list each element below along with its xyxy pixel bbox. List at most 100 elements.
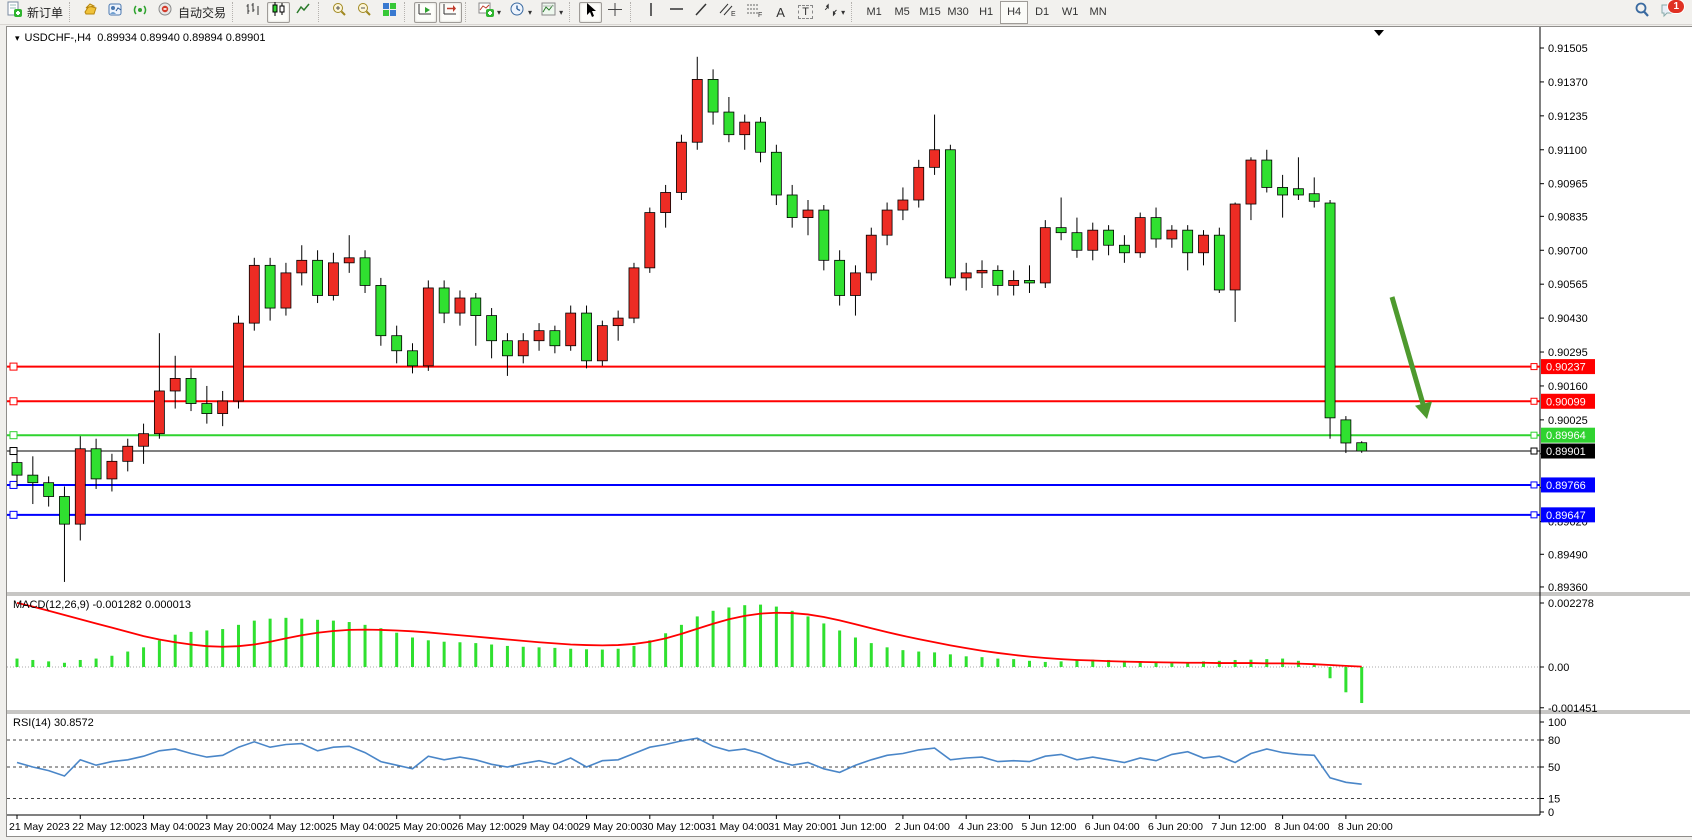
text-tool-button[interactable]: A <box>769 2 792 23</box>
candle-body <box>1087 229 1099 251</box>
price-tick-label: 0.91370 <box>1548 77 1588 89</box>
zoom-in-button[interactable] <box>328 2 351 23</box>
arrows-tool-button[interactable]: ▾ <box>819 2 848 23</box>
macd-histogram-bar <box>1138 661 1142 667</box>
fibonacci-button[interactable]: F <box>742 2 767 23</box>
candle-body <box>1008 280 1020 286</box>
trendline-button[interactable] <box>690 2 713 23</box>
timeframe-button-m15[interactable]: M15 <box>919 6 941 18</box>
chart-shift-button[interactable] <box>439 1 463 23</box>
time-tick-label: 31 May 20:00 <box>768 821 832 833</box>
macd-histogram-bar <box>980 657 984 667</box>
candle-body <box>1277 187 1288 196</box>
candle-body <box>502 340 513 357</box>
candle-body <box>818 209 830 261</box>
signals-button[interactable] <box>129 2 152 23</box>
rsi-tick-label: 100 <box>1548 717 1566 729</box>
timeframe-button-m30[interactable]: M30 <box>947 6 969 18</box>
chevron-down-icon: ▾ <box>559 7 564 17</box>
price-tick-label: 0.90835 <box>1548 211 1588 223</box>
price-tick-label: 0.90295 <box>1548 347 1588 359</box>
bar-chart-button[interactable] <box>242 2 265 23</box>
auto-scroll-button[interactable] <box>414 1 438 23</box>
candle-body <box>881 209 893 236</box>
chart-person-icon <box>107 1 124 23</box>
panel-separator[interactable] <box>7 710 1690 714</box>
timeframe-button-mn[interactable]: MN <box>1089 6 1107 18</box>
candlestick-chart-button[interactable] <box>267 1 291 23</box>
candle-body <box>802 209 814 219</box>
macd-histogram-bar <box>996 658 1000 667</box>
zoom-out-button[interactable] <box>353 2 376 23</box>
macd-histogram-bar <box>838 630 842 667</box>
candle-body <box>327 262 339 296</box>
chart-canvas[interactable]: 0.91505 0.91370 0.91235 0.91100 0.90965 0.908… <box>7 27 1690 834</box>
candle-body <box>691 79 703 143</box>
candle-body <box>1198 234 1209 254</box>
horizontal-line-button[interactable] <box>665 2 688 23</box>
candle-body <box>422 287 434 367</box>
cursor-button[interactable] <box>579 1 603 23</box>
chevron-down-icon: ▾ <box>497 7 502 17</box>
chart-menu-icon[interactable]: ▾ <box>15 33 20 43</box>
new-order-button[interactable]: 新订单 <box>3 1 66 23</box>
top-toolbar: 新订单 自动交易 ▾ ▾ <box>0 0 1692 25</box>
timeframe-button-h4[interactable]: H4 <box>1000 0 1029 24</box>
chevron-down-icon: ▾ <box>841 7 846 17</box>
timeframe-button-m5[interactable]: M5 <box>894 6 910 18</box>
toolbar-separator <box>465 2 472 22</box>
periods-button[interactable]: ▾ <box>506 2 535 23</box>
auto-trading-button[interactable]: 自动交易 <box>154 2 229 23</box>
line-chart-button[interactable] <box>292 2 315 23</box>
crosshair-button[interactable] <box>604 2 627 23</box>
macd-histogram-bar <box>790 610 794 667</box>
timeframe-button-m1[interactable]: M1 <box>866 6 882 18</box>
clock-icon <box>509 1 526 23</box>
timeframe-button-w1[interactable]: W1 <box>1061 6 1079 18</box>
macd-histogram-bar <box>331 620 335 667</box>
candle-body <box>1324 202 1336 419</box>
symbol-period-label: USDCHF-,H4 <box>24 32 92 44</box>
price-tick-label: 0.89360 <box>1548 582 1588 594</box>
fibonacci-icon: F <box>745 1 764 23</box>
search-button[interactable] <box>1630 2 1654 23</box>
macd-histogram-bar <box>316 619 320 667</box>
candle-body <box>407 350 418 367</box>
market-watch-button[interactable] <box>79 2 102 23</box>
tile-windows-button[interactable] <box>378 2 401 23</box>
candle-body <box>644 212 656 269</box>
panel-separator[interactable] <box>7 592 1690 596</box>
line-handle <box>9 510 18 519</box>
line-handle <box>9 480 18 489</box>
timeframe-button-h1[interactable]: H1 <box>979 6 994 18</box>
timeframe-button-d1[interactable]: D1 <box>1035 6 1050 18</box>
candle-body <box>1150 217 1162 240</box>
macd-histogram-bar <box>901 650 905 667</box>
candle-body <box>960 272 972 279</box>
signal-icon <box>132 1 149 23</box>
search-icon <box>1633 1 1651 24</box>
chart-window[interactable]: ▾ USDCHF-,H4 0.89934 0.89940 0.89894 0.89… <box>6 26 1692 837</box>
time-tick-label: 4 Jun 23:00 <box>958 821 1013 833</box>
price-line-badge-label: 0.90237 <box>1546 362 1586 374</box>
text-label-tool-button[interactable]: T <box>794 2 817 23</box>
chat-button[interactable]: 1 <box>1656 0 1685 23</box>
price-tick-label: 0.90700 <box>1548 245 1588 257</box>
vertical-line-button[interactable] <box>640 2 663 23</box>
macd-histogram-bar <box>31 659 35 667</box>
candle-body <box>596 325 608 362</box>
time-tick-label: 23 May 20:00 <box>199 821 263 833</box>
text-tool-icon: A <box>776 4 785 20</box>
macd-histogram-bar <box>585 649 589 667</box>
toolbar-separator <box>318 2 325 22</box>
macd-histogram-bar <box>853 637 857 667</box>
indicators-button[interactable]: ▾ <box>475 2 504 23</box>
candle-body <box>897 199 909 211</box>
macd-histogram-bar <box>173 634 177 667</box>
equidistant-channel-button[interactable]: E <box>715 2 740 23</box>
data-window-button[interactable] <box>104 2 127 23</box>
candle-body <box>976 269 988 274</box>
horizontal-line-icon <box>668 3 685 21</box>
macd-histogram-bar <box>411 637 414 667</box>
templates-button[interactable]: ▾ <box>537 2 566 23</box>
